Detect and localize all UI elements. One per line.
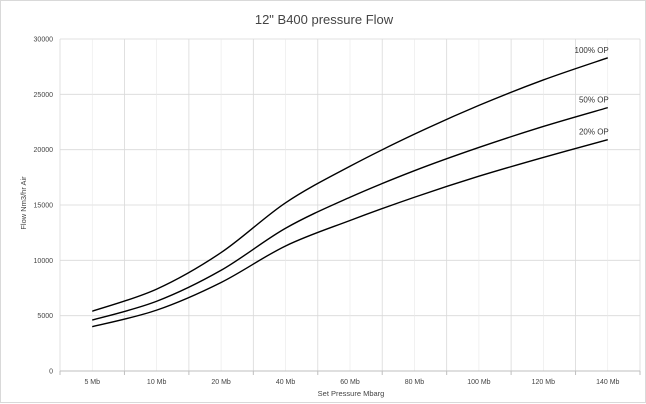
y-tick-label: 15000 (34, 203, 54, 210)
y-tick-label: 5000 (37, 313, 53, 320)
x-tick-label: 140 Mb (596, 379, 619, 386)
x-tick-label: 40 Mb (276, 379, 296, 386)
series-label-100-op: 100% OP (575, 46, 609, 55)
axis-layer: 0 5000 10000 15000 20000 25000 30000 5 Mb 10 Mb 2… (34, 37, 641, 386)
y-axis-label: Flow Nm3/hr Air (19, 176, 28, 230)
y-tick-label: 20000 (34, 147, 54, 154)
series-layer: 100% OP 50% OP 20% OP (91, 46, 609, 328)
x-tick-label: 5 Mb (84, 379, 100, 386)
y-tick-label: 0 (49, 369, 53, 376)
grid-layer (59, 38, 641, 371)
series-line-20-op (92, 139, 608, 328)
y-tick-label: 30000 (34, 37, 54, 44)
y-tick-label: 25000 (34, 92, 54, 99)
y-tick-label: 10000 (34, 258, 54, 265)
x-tick-label: 10 Mb (147, 379, 167, 386)
x-axis-label: Set Pressure Mbarg (318, 389, 385, 398)
x-tick-label: 120 Mb (532, 379, 555, 386)
x-tick-label: 100 Mb (467, 379, 490, 386)
x-tick-label: 20 Mb (211, 379, 231, 386)
series-line-50-op (92, 106, 608, 321)
series-label-20-op: 20% OP (579, 128, 609, 137)
x-tick-label: 60 Mb (340, 379, 360, 386)
series-line-100-op (91, 57, 609, 312)
chart-title: 12" B400 pressure Flow (255, 12, 394, 27)
x-tick-label: 80 Mb (405, 379, 425, 386)
series-label-50-op: 50% OP (579, 96, 609, 105)
